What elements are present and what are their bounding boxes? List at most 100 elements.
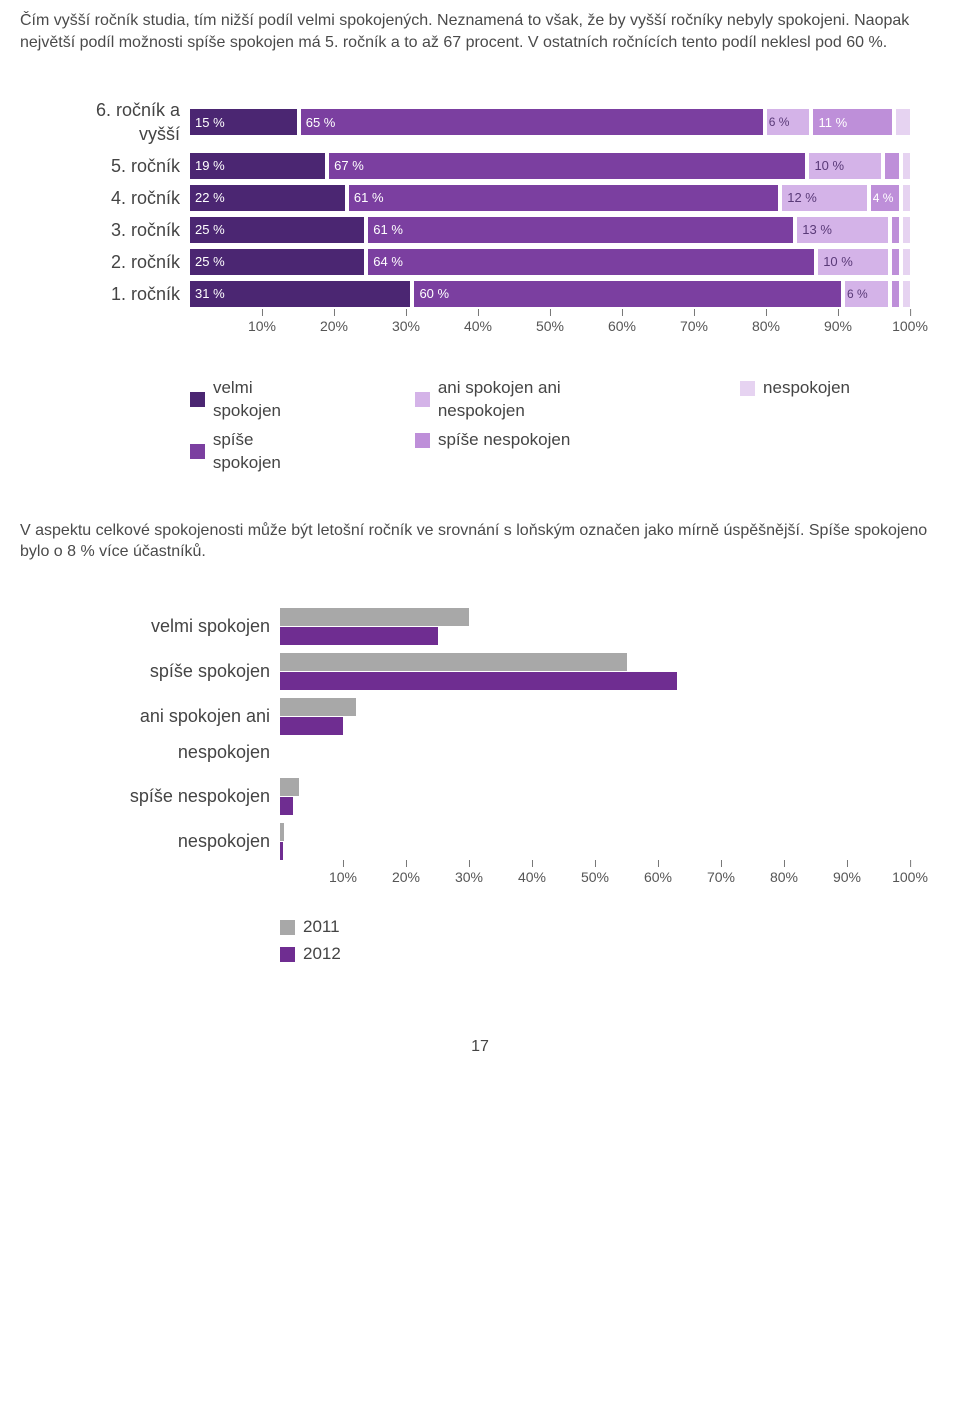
chart1-row-label: 4. ročník bbox=[50, 186, 190, 210]
axis-tick: 60% bbox=[644, 868, 672, 887]
chart1-row-bar: 15 %65 %6 %11 % bbox=[190, 109, 910, 135]
legend-swatch bbox=[415, 392, 430, 407]
axis-tick: 60% bbox=[608, 317, 636, 336]
legend-item: 2012 bbox=[280, 943, 940, 966]
chart2-bar bbox=[280, 717, 343, 735]
axis-tick: 20% bbox=[392, 868, 420, 887]
chart1-segment: 4 % bbox=[871, 185, 899, 211]
axis-tick: 20% bbox=[320, 317, 348, 336]
chart2-row-bars bbox=[280, 823, 910, 860]
legend-label: ani spokojen ani nespokojen bbox=[438, 377, 650, 423]
legend-item: 2011 bbox=[280, 916, 940, 939]
chart1-segment: 12 % bbox=[782, 185, 867, 211]
intro-paragraph: Čím vyšší ročník studia, tím nižší podíl… bbox=[20, 10, 940, 53]
chart1-segment bbox=[892, 217, 899, 243]
chart1-legend: velmi spokojen spíše spokojen ani spokojen… bbox=[190, 377, 940, 475]
chart1-segment bbox=[903, 185, 910, 211]
legend-label: spíše nespokojen bbox=[438, 429, 570, 452]
chart2-row-label: spíše spokojen bbox=[50, 653, 280, 689]
chart2-row: spíše nespokojen bbox=[50, 778, 910, 815]
axis-tick: 80% bbox=[752, 317, 780, 336]
chart1-segment: 61 % bbox=[349, 185, 778, 211]
axis-tick: 70% bbox=[680, 317, 708, 336]
chart2-bar bbox=[280, 672, 677, 690]
axis-tick: 10% bbox=[248, 317, 276, 336]
chart1-axis: 10%20%30%40%50%60%70%80%90%100% bbox=[20, 317, 940, 347]
chart2-row-label: nespokojen bbox=[50, 823, 280, 859]
axis-tick: 70% bbox=[707, 868, 735, 887]
chart1-row-label: 2. ročník bbox=[50, 250, 190, 274]
chart2-row: nespokojen bbox=[50, 823, 910, 860]
chart1-row-label: 3. ročník bbox=[50, 218, 190, 242]
chart2-bar bbox=[280, 842, 283, 860]
chart1-segment: 64 % bbox=[368, 249, 814, 275]
chart1-segment: 10 % bbox=[818, 249, 888, 275]
chart1-row-label: 5. ročník bbox=[50, 154, 190, 178]
chart2-bar bbox=[280, 698, 356, 716]
chart2-bar bbox=[280, 608, 469, 626]
chart2-row-bars bbox=[280, 653, 910, 690]
chart1-segment: 31 % bbox=[190, 281, 410, 307]
chart2-row-bars bbox=[280, 608, 910, 645]
chart1-row-label: 6. ročník a vyšší bbox=[50, 98, 190, 147]
chart2-bar bbox=[280, 778, 299, 796]
chart2-row: velmi spokojen bbox=[50, 608, 910, 645]
chart1-row: 5. ročník19 %67 %10 % bbox=[50, 153, 910, 179]
chart1-segment: 6 % bbox=[845, 281, 888, 307]
chart1-segment bbox=[896, 109, 910, 135]
axis-tick: 50% bbox=[536, 317, 564, 336]
axis-tick: 40% bbox=[518, 868, 546, 887]
chart1-segment: 25 % bbox=[190, 249, 364, 275]
axis-tick: 80% bbox=[770, 868, 798, 887]
chart1-segment: 65 % bbox=[301, 109, 763, 135]
chart2-row-label: velmi spokojen bbox=[50, 608, 280, 644]
chart2-bar bbox=[280, 797, 293, 815]
legend-swatch bbox=[740, 381, 755, 396]
chart1-row: 2. ročník25 %64 %10 % bbox=[50, 249, 910, 275]
legend-label: spíše spokojen bbox=[213, 429, 325, 475]
chart1-segment: 6 % bbox=[767, 109, 810, 135]
chart1-segment bbox=[892, 249, 899, 275]
chart1-segment bbox=[892, 281, 899, 307]
axis-tick: 50% bbox=[581, 868, 609, 887]
axis-tick: 10% bbox=[329, 868, 357, 887]
legend-label: 2012 bbox=[303, 943, 341, 966]
axis-tick: 100% bbox=[892, 868, 928, 887]
legend-swatch bbox=[280, 920, 295, 935]
legend-item: spíše nespokojen bbox=[415, 429, 650, 452]
chart2-row-label: ani spokojen ani nespokojen bbox=[50, 698, 280, 770]
legend-label: 2011 bbox=[303, 916, 340, 939]
chart1-row: 4. ročník22 %61 %12 %4 % bbox=[50, 185, 910, 211]
chart1-segment: 15 % bbox=[190, 109, 297, 135]
legend-swatch bbox=[190, 392, 205, 407]
chart1-segment: 19 % bbox=[190, 153, 325, 179]
legend-item: ani spokojen ani nespokojen bbox=[415, 377, 650, 423]
chart1-segment: 22 % bbox=[190, 185, 345, 211]
chart1-row-label: 1. ročník bbox=[50, 282, 190, 306]
chart2-axis: 10%20%30%40%50%60%70%80%90%100% bbox=[20, 868, 940, 898]
chart1-segment: 11 % bbox=[813, 109, 891, 135]
chart1-segment: 67 % bbox=[329, 153, 805, 179]
axis-tick: 100% bbox=[892, 317, 928, 336]
legend-item: nespokojen bbox=[740, 377, 850, 400]
chart2-bar bbox=[280, 823, 284, 841]
chart2-row-bars bbox=[280, 698, 910, 735]
axis-tick: 30% bbox=[392, 317, 420, 336]
chart1-row-bar: 31 %60 %6 % bbox=[190, 281, 910, 307]
chart-satisfaction-by-year: 6. ročník a vyšší15 %65 %6 %11 %5. roční… bbox=[50, 98, 910, 307]
chart2-legend: 2011 2012 bbox=[280, 916, 940, 966]
chart1-segment bbox=[903, 249, 910, 275]
mid-paragraph: V aspektu celkové spokojenosti může být … bbox=[20, 520, 940, 563]
page-number: 17 bbox=[20, 1036, 940, 1058]
chart1-segment bbox=[903, 281, 910, 307]
legend-item: spíše spokojen bbox=[190, 429, 325, 475]
chart1-row-bar: 25 %64 %10 % bbox=[190, 249, 910, 275]
legend-label: velmi spokojen bbox=[213, 377, 325, 423]
chart1-row-bar: 22 %61 %12 %4 % bbox=[190, 185, 910, 211]
chart1-segment: 61 % bbox=[368, 217, 793, 243]
chart1-segment: 13 % bbox=[797, 217, 888, 243]
legend-swatch bbox=[190, 444, 205, 459]
chart1-segment: 10 % bbox=[809, 153, 880, 179]
chart2-row: spíše spokojen bbox=[50, 653, 910, 690]
chart1-segment: 25 % bbox=[190, 217, 364, 243]
